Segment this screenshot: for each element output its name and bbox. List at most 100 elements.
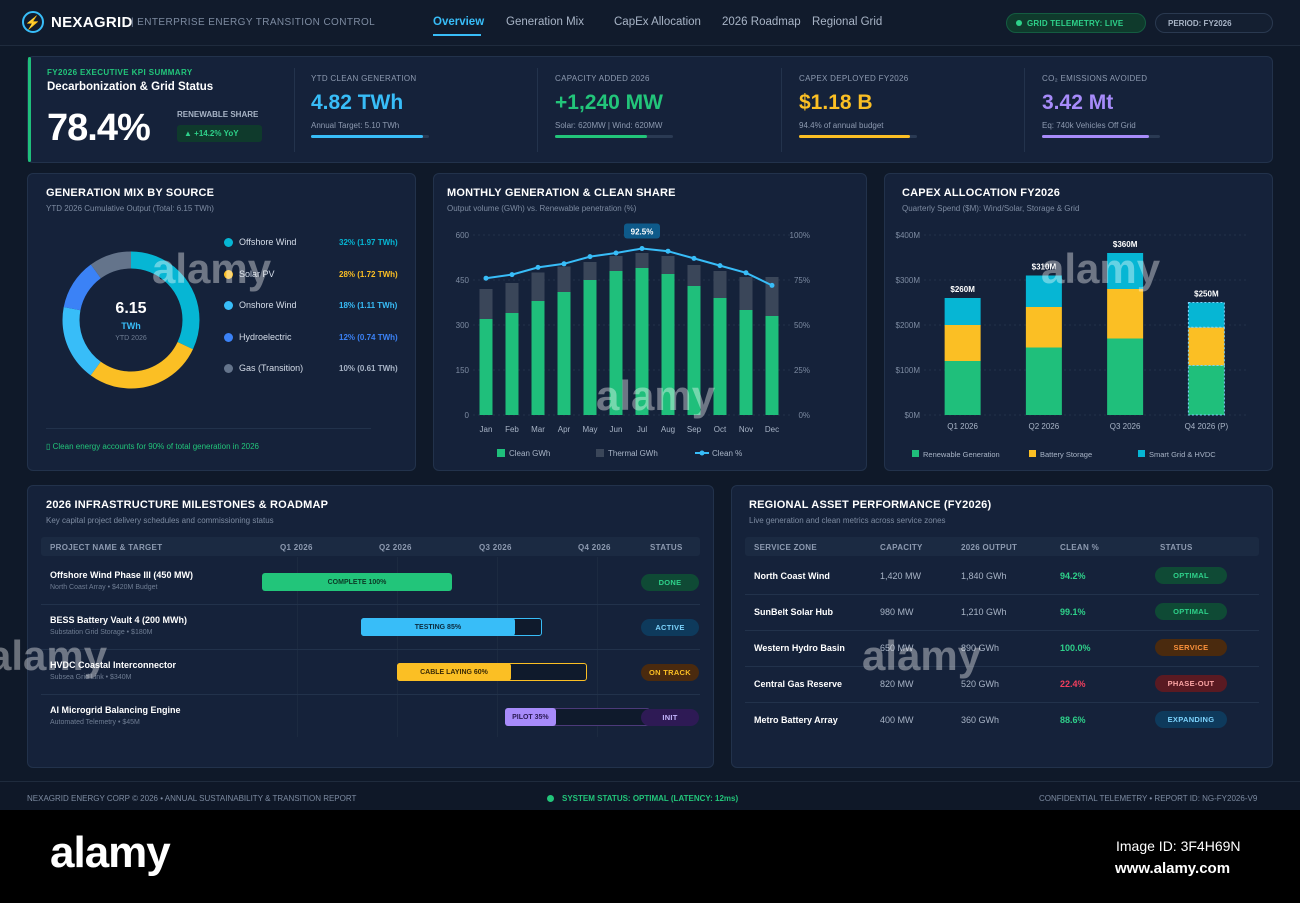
clean-share-point[interactable]: [639, 246, 645, 251]
capex-bar-segment[interactable]: [1025, 347, 1062, 416]
project-name[interactable]: AI Microgrid Balancing Engine: [50, 705, 181, 715]
clean-share-point[interactable]: [665, 248, 671, 254]
tab-regional-grid[interactable]: Regional Grid: [812, 16, 883, 28]
capex-bar-segment[interactable]: [1187, 326, 1225, 366]
kpi-progress-bar: [799, 135, 917, 138]
clean-share-point[interactable]: [769, 282, 775, 288]
donut-center-unit: TWh: [121, 321, 141, 331]
thermal-bar[interactable]: [765, 277, 779, 316]
gantt-progress-bar[interactable]: PILOT 35%: [505, 708, 556, 726]
kpi-progress-fill: [311, 135, 423, 138]
tab-overview[interactable]: Overview: [433, 16, 485, 28]
thermal-bar[interactable]: [713, 271, 727, 298]
project-name[interactable]: Offshore Wind Phase III (450 MW): [50, 570, 193, 580]
kpi-divider: [537, 68, 538, 152]
thermal-bar[interactable]: [661, 256, 675, 274]
zone-name[interactable]: North Coast Wind: [754, 571, 830, 581]
peak-callout-text: 92.5%: [631, 228, 654, 237]
period-selector[interactable]: PERIOD: FY2026: [1155, 13, 1273, 33]
capex-bar-segment[interactable]: [1107, 289, 1144, 339]
clean-bar[interactable]: [557, 292, 571, 415]
donut-slice[interactable]: [62, 251, 200, 389]
capex-bar-segment[interactable]: [944, 325, 981, 361]
x-tick-label: Jan: [480, 425, 493, 434]
status-dot-icon: [547, 795, 554, 802]
capex-bar-segment[interactable]: [944, 298, 981, 325]
thermal-bar[interactable]: [687, 265, 701, 286]
stock-image-id: Image ID: 3F4H69N: [1116, 838, 1241, 854]
capex-bar-segment[interactable]: [1187, 365, 1225, 416]
thermal-bar[interactable]: [557, 266, 571, 293]
bar-total-label: $360M: [1113, 240, 1138, 249]
clean-bar[interactable]: [505, 313, 519, 415]
capex-bar-segment[interactable]: [1187, 302, 1225, 328]
clean-bar[interactable]: [739, 310, 753, 415]
clean-bar[interactable]: [687, 286, 701, 415]
project-status-badge: INIT: [641, 709, 699, 726]
clean-bar[interactable]: [661, 274, 675, 415]
capex-bar-segment[interactable]: [1025, 307, 1062, 348]
x-tick-label: Q1 2026: [947, 422, 978, 431]
capex-bar-segment[interactable]: [1107, 253, 1144, 289]
clean-bar[interactable]: [479, 319, 493, 415]
donut-slice[interactable]: [62, 251, 200, 389]
capex-bar-segment[interactable]: [1107, 338, 1144, 416]
clean-bar[interactable]: [765, 316, 779, 415]
thermal-bar[interactable]: [505, 283, 519, 313]
zone-name[interactable]: Central Gas Reserve: [754, 679, 843, 689]
clean-bar[interactable]: [713, 298, 727, 415]
clean-share-point[interactable]: [743, 270, 749, 276]
clean-share-point[interactable]: [691, 255, 697, 261]
clean-bar[interactable]: [635, 268, 649, 415]
live-dot-icon: [1016, 20, 1022, 26]
row-divider: [41, 694, 700, 695]
renewable-share-label: RENEWABLE SHARE: [177, 110, 259, 119]
thermal-bar[interactable]: [739, 277, 753, 310]
donut-center-label: YTD 2026: [115, 335, 147, 342]
thermal-bar[interactable]: [479, 289, 493, 319]
thermal-bar[interactable]: [531, 272, 545, 302]
x-tick-label: Dec: [765, 425, 779, 434]
donut-slice[interactable]: [62, 251, 200, 389]
clean-share-point[interactable]: [509, 272, 515, 278]
gantt-progress-bar[interactable]: COMPLETE 100%: [262, 573, 452, 591]
clean-share-point[interactable]: [717, 263, 723, 269]
thermal-bar[interactable]: [635, 253, 649, 268]
clean-share-point[interactable]: [587, 254, 593, 260]
zone-name[interactable]: SunBelt Solar Hub: [754, 607, 834, 617]
clean-share-point[interactable]: [561, 261, 567, 267]
zone-status-badge: SERVICE: [1155, 639, 1227, 656]
capex-subtitle: Quarterly Spend ($M): Wind/Solar, Storag…: [902, 204, 1080, 213]
clean-bar[interactable]: [583, 280, 597, 415]
x-tick-label: Jun: [610, 425, 623, 434]
clean-share-point[interactable]: [613, 250, 619, 256]
telemetry-status-pill[interactable]: GRID TELEMETRY: LIVE: [1006, 13, 1146, 33]
tab-roadmap[interactable]: 2026 Roadmap: [722, 16, 801, 28]
project-name[interactable]: BESS Battery Vault 4 (200 MWh): [50, 615, 188, 625]
clean-bar[interactable]: [531, 301, 545, 415]
zone-name[interactable]: Western Hydro Basin: [754, 643, 845, 653]
legend-swatch: [1029, 450, 1036, 457]
thermal-bar[interactable]: [609, 256, 623, 271]
monthly-generation-card: [433, 173, 867, 471]
zone-clean-pct: 22.4%: [1060, 679, 1086, 689]
bar-total-label: $260M: [950, 285, 975, 294]
roadmap-col-q2: Q2 2026: [379, 543, 412, 552]
tab-generation-mix[interactable]: Generation Mix: [506, 16, 584, 28]
gantt-progress-bar[interactable]: TESTING 85%: [361, 618, 515, 636]
thermal-bar[interactable]: [583, 262, 597, 280]
clean-bar[interactable]: [609, 271, 623, 415]
regional-subtitle: Live generation and clean metrics across…: [749, 516, 946, 525]
gantt-progress-bar[interactable]: CABLE LAYING 60%: [397, 663, 511, 681]
clean-share-point[interactable]: [535, 264, 541, 270]
tab-capex-allocation[interactable]: CapEx Allocation: [614, 16, 701, 28]
zone-name[interactable]: Metro Battery Array: [754, 715, 838, 725]
capex-bar-segment[interactable]: [944, 361, 981, 415]
y-tick-label: 150: [456, 366, 470, 375]
gantt-gridline: [497, 557, 498, 737]
clean-share-point[interactable]: [483, 275, 489, 281]
stock-logo: alamy: [50, 828, 171, 877]
project-name[interactable]: HVDC Coastal Interconnector: [50, 660, 177, 670]
legend-source-name: Hydroelectric: [239, 331, 292, 342]
capex-bar-segment[interactable]: [1025, 275, 1062, 308]
